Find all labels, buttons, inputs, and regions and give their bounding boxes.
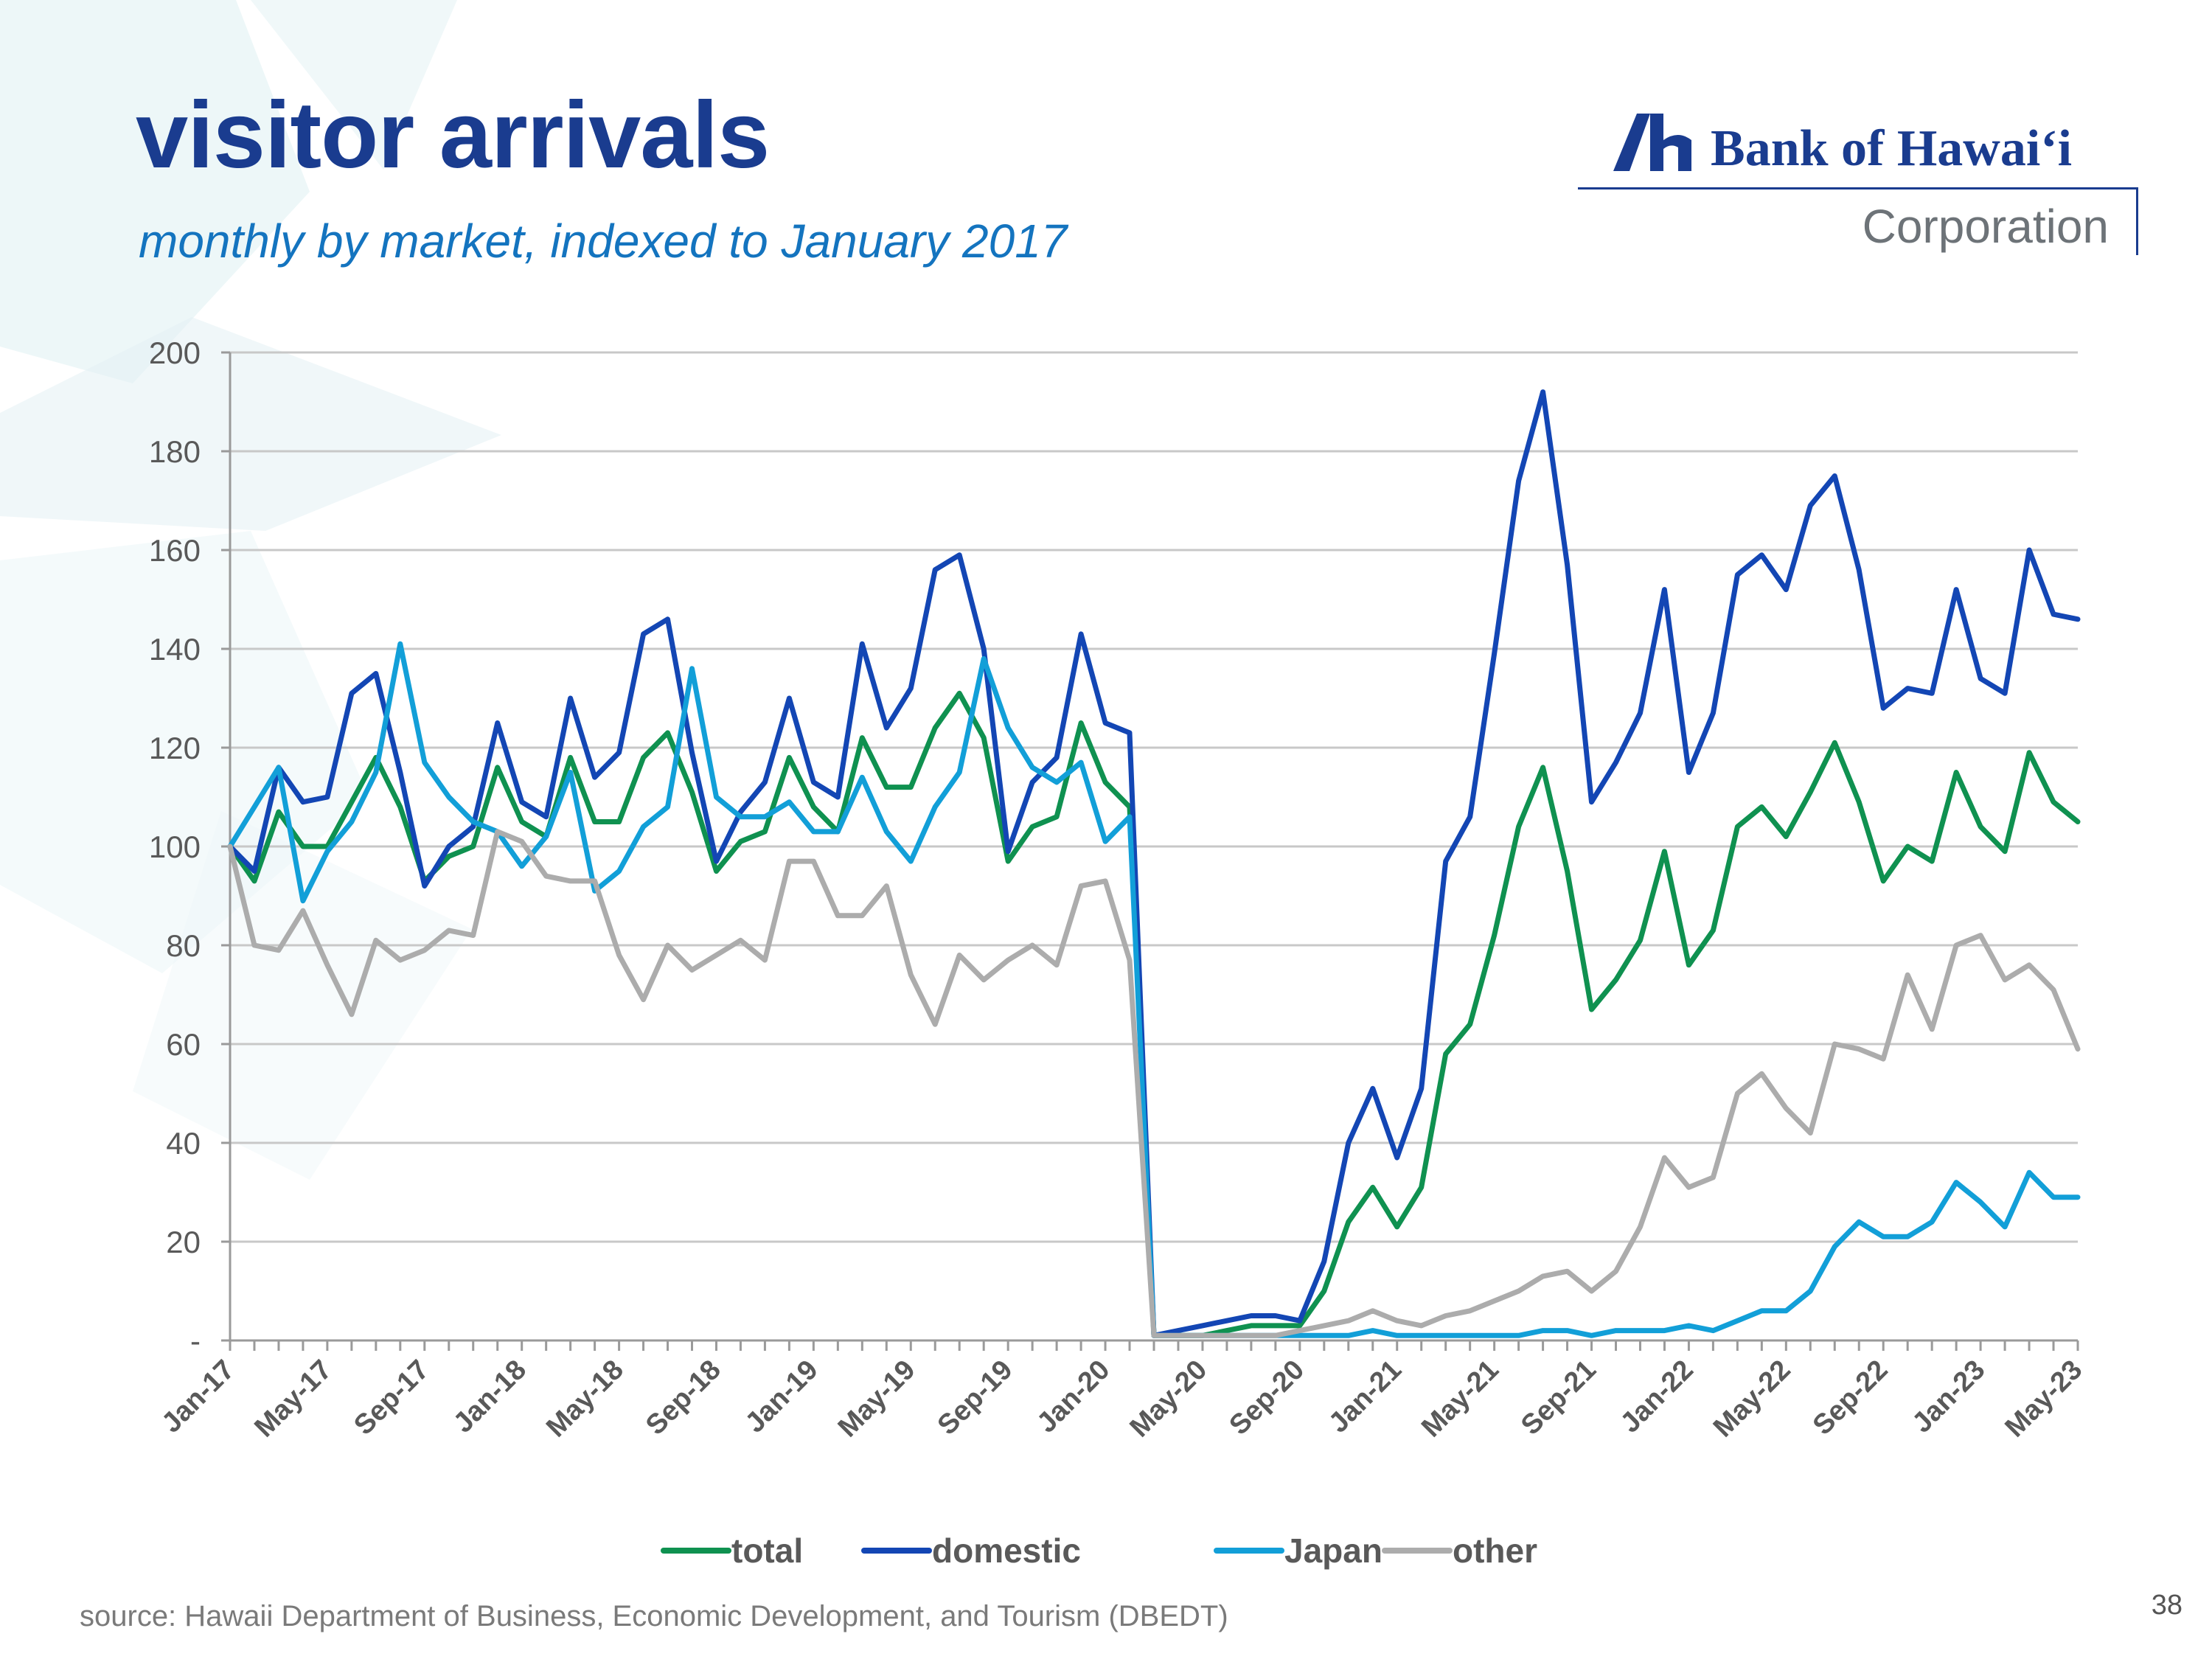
y-tick-label: - xyxy=(190,1324,201,1358)
series-line-total xyxy=(227,690,2081,1338)
x-tick-label: May-22 xyxy=(1708,1354,1797,1444)
chart-gridlines xyxy=(230,351,2078,1243)
logo-corporation: Corporation xyxy=(1862,200,2109,253)
page-number: 38 xyxy=(2151,1590,2183,1621)
x-tick-label: May-23 xyxy=(2000,1354,2089,1444)
chart-legend: total domestic Japan other xyxy=(661,1531,1537,1570)
y-tick-label: 40 xyxy=(166,1126,201,1161)
logo-divider xyxy=(1578,187,2138,189)
series-line-other xyxy=(227,829,2081,1338)
logo-divider-vertical xyxy=(2136,187,2138,255)
x-tick-label: Jan-21 xyxy=(1323,1354,1408,1439)
y-tick-label: 160 xyxy=(149,533,201,568)
x-tick-label: May-18 xyxy=(540,1354,630,1444)
x-tick-label: Sep-19 xyxy=(932,1354,1019,1441)
x-tick-label: Sep-21 xyxy=(1515,1354,1602,1441)
x-tick-label: May-21 xyxy=(1416,1354,1505,1444)
x-tick-label: Sep-22 xyxy=(1807,1354,1894,1441)
bank-logo-mark-icon xyxy=(1613,114,1691,171)
series-line-domestic xyxy=(227,389,2081,1338)
page-title: visitor arrivals xyxy=(136,83,770,188)
x-tick-label: Jan-23 xyxy=(1907,1354,1992,1439)
x-tick-label: Sep-20 xyxy=(1223,1354,1310,1441)
x-tick-label: May-17 xyxy=(248,1354,338,1444)
legend-label-other: other xyxy=(1453,1531,1537,1570)
x-tick-label: May-20 xyxy=(1124,1354,1214,1444)
bank-logo: Bank of Hawaiʻi Corporation xyxy=(1578,103,2146,262)
x-tick-label: Sep-17 xyxy=(348,1354,435,1441)
x-tick-label: Jan-20 xyxy=(1032,1354,1116,1439)
page-subtitle: monthly by market, indexed to January 20… xyxy=(139,215,1068,268)
y-tick-label: 120 xyxy=(149,731,201,765)
logo-wordmark: Bank of Hawaiʻi xyxy=(1711,120,2073,177)
x-tick-label: May-19 xyxy=(832,1354,922,1444)
x-axis-ticks: Jan-17 May-17 Sep-17 Jan-18 May-18 Sep-18 Jan-… xyxy=(156,1340,2089,1444)
chart-series xyxy=(227,389,2081,1338)
x-tick-label: Jan-18 xyxy=(448,1354,532,1439)
x-tick-label: Jan-19 xyxy=(740,1354,824,1439)
x-tick-label: Jan-22 xyxy=(1615,1354,1700,1439)
background-pattern xyxy=(0,0,501,1180)
y-tick-label: 180 xyxy=(149,434,201,469)
legend-label-japan: Japan xyxy=(1284,1531,1382,1570)
legend-label-domestic: domestic xyxy=(932,1531,1081,1570)
legend-label-total: total xyxy=(731,1531,803,1570)
y-tick-label: 20 xyxy=(166,1225,201,1259)
y-tick-label: 60 xyxy=(166,1027,201,1062)
y-axis-ticks: - 20 40 60 80 100 120 140 160 180 200 xyxy=(149,335,230,1358)
y-tick-label: 200 xyxy=(149,335,201,370)
x-tick-label: Sep-18 xyxy=(640,1354,727,1441)
y-tick-label: 80 xyxy=(166,928,201,963)
y-tick-label: 140 xyxy=(149,632,201,667)
x-tick-label: Jan-17 xyxy=(156,1354,241,1439)
y-tick-label: 100 xyxy=(149,830,201,864)
source-note: source: Hawaii Department of Business, E… xyxy=(80,1600,1228,1632)
